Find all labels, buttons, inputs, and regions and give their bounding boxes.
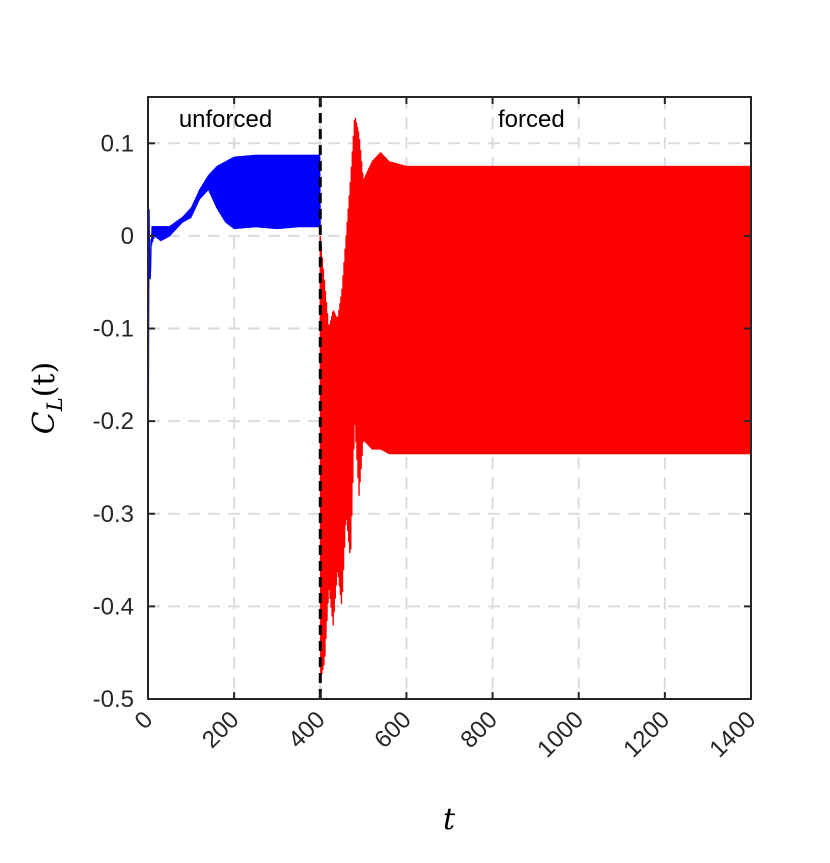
series-line-1 — [319, 117, 752, 679]
axis-ticks — [147, 97, 752, 700]
data-series — [147, 117, 752, 679]
y-tick-label: -0.4 — [93, 593, 134, 620]
region-labels: unforced forced — [179, 106, 565, 133]
y-tick-label: -0.3 — [93, 501, 134, 528]
y-tick-label: 0 — [121, 223, 134, 250]
y-tick-label: -0.5 — [93, 686, 134, 713]
y-tick-label: -0.1 — [93, 316, 134, 343]
x-tick-label: 1000 — [532, 706, 589, 763]
region-label: unforced — [179, 106, 272, 133]
x-tick-label: 400 — [283, 706, 330, 753]
y-tick-label: -0.2 — [93, 408, 134, 435]
series-line-0 — [147, 154, 321, 551]
x-tick-label: 1200 — [618, 706, 675, 763]
y-axis-label: CL(t) — [27, 362, 67, 434]
x-axis-label: t — [443, 802, 456, 837]
region-label: forced — [498, 106, 565, 133]
plot-frame — [147, 96, 752, 700]
x-tick-label: 200 — [197, 706, 244, 753]
x-tick-label: 600 — [369, 706, 416, 753]
x-tick-label: 800 — [455, 706, 502, 753]
x-tick-label: 1400 — [704, 706, 761, 763]
y-tick-label: 0.1 — [101, 130, 134, 157]
